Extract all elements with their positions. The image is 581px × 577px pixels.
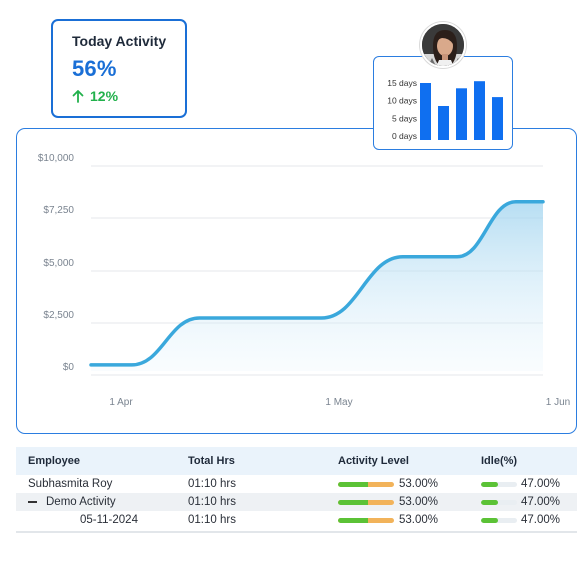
area-fill <box>91 201 543 371</box>
header-idle[interactable]: Idle(%) <box>481 455 518 467</box>
y-tick-label: $2,500 <box>43 310 74 321</box>
x-tick-label: 1 Jun <box>546 397 570 408</box>
mini-y-tick-label: 5 days <box>392 113 417 123</box>
table-header: Employee Total Hrs Activity Level Idle(%… <box>16 447 577 475</box>
mini-y-tick-label: 0 days <box>392 131 417 141</box>
mini-bar <box>474 81 485 140</box>
idle-value: 47.00% <box>521 478 561 490</box>
y-tick-label: $10,000 <box>38 153 75 164</box>
x-tick-label: 1 May <box>325 397 352 408</box>
y-tick-label: $7,250 <box>43 205 74 216</box>
activity-level-fill <box>338 517 368 523</box>
activity-level-bar <box>338 517 394 523</box>
activity-level-value: 53.00% <box>399 514 439 526</box>
today-activity-change: 12% <box>72 88 185 104</box>
activity-level: 53.00% <box>338 496 481 508</box>
header-activity-level[interactable]: Activity Level <box>338 455 409 467</box>
activity-level-value: 53.00% <box>399 496 439 508</box>
idle-percent: 47.00% <box>481 514 577 526</box>
header-employee[interactable]: Employee <box>28 455 80 467</box>
today-activity-title: Today Activity <box>72 33 167 49</box>
idle-fill <box>481 499 498 505</box>
x-tick-label: 1 Apr <box>109 397 133 408</box>
revenue-chart-card: $10,000 $7,250 $5,000 $2,500 $0 1 Apr 1 May 1 J… <box>16 128 577 434</box>
today-activity-change-value: 12% <box>90 88 119 104</box>
y-tick-label: $0 <box>63 362 75 373</box>
project-name: Demo Activity <box>46 496 116 508</box>
employee-name: Subhasmita Roy <box>28 478 113 490</box>
collapse-icon[interactable] <box>28 501 37 503</box>
idle-percent: 47.00% <box>481 496 577 508</box>
activity-table: Employee Total Hrs Activity Level Idle(%… <box>16 447 577 533</box>
mini-y-tick-label: 10 days <box>387 96 417 106</box>
activity-level: 53.00% <box>338 478 481 490</box>
table-row[interactable]: 05-11-2024 01:10 hrs 53.00% 47.00% <box>16 511 577 529</box>
mini-bar <box>438 106 449 140</box>
total-hrs: 01:10 hrs <box>188 514 236 526</box>
idle-fill <box>481 481 498 487</box>
mini-bar <box>456 88 467 140</box>
revenue-area-chart: $10,000 $7,250 $5,000 $2,500 $0 1 Apr 1 May 1 J… <box>38 153 570 408</box>
mini-bar-chart: 15 days 10 days 5 days 0 days <box>387 78 503 141</box>
activity-level: 53.00% <box>338 514 481 526</box>
y-tick-label: $5,000 <box>43 258 74 269</box>
activity-level-bar <box>338 481 394 487</box>
total-hrs: 01:10 hrs <box>188 496 236 508</box>
today-activity-card: Today Activity 56% 12% <box>51 19 187 118</box>
table-row[interactable]: Subhasmita Roy 01:10 hrs 53.00% 47.00% <box>16 475 577 493</box>
idle-percent: 47.00% <box>481 478 577 490</box>
idle-bar <box>481 499 517 505</box>
activity-level-fill <box>338 499 368 505</box>
table-row[interactable]: Demo Activity 01:10 hrs 53.00% 47.00% <box>16 493 577 511</box>
avatar[interactable] <box>420 22 466 68</box>
activity-level-bar <box>338 499 394 505</box>
mini-bar-chart-card: 15 days 10 days 5 days 0 days <box>373 56 513 150</box>
activity-level-fill <box>338 481 368 487</box>
table-divider <box>16 531 577 533</box>
mini-bar <box>420 83 431 140</box>
series-line <box>89 199 545 367</box>
today-activity-value: 56% <box>72 56 117 81</box>
idle-bar <box>481 517 517 523</box>
project-cell: Demo Activity <box>16 496 188 508</box>
date-cell: 05-11-2024 <box>80 514 138 526</box>
idle-value: 47.00% <box>521 496 561 508</box>
mini-y-tick-label: 15 days <box>387 78 417 88</box>
arrow-up-icon <box>72 90 84 103</box>
idle-value: 47.00% <box>521 514 561 526</box>
idle-bar <box>481 481 517 487</box>
idle-fill <box>481 517 498 523</box>
mini-bar <box>492 97 503 140</box>
header-total-hrs[interactable]: Total Hrs <box>188 455 235 467</box>
activity-level-value: 53.00% <box>399 478 439 490</box>
total-hrs: 01:10 hrs <box>188 478 236 490</box>
